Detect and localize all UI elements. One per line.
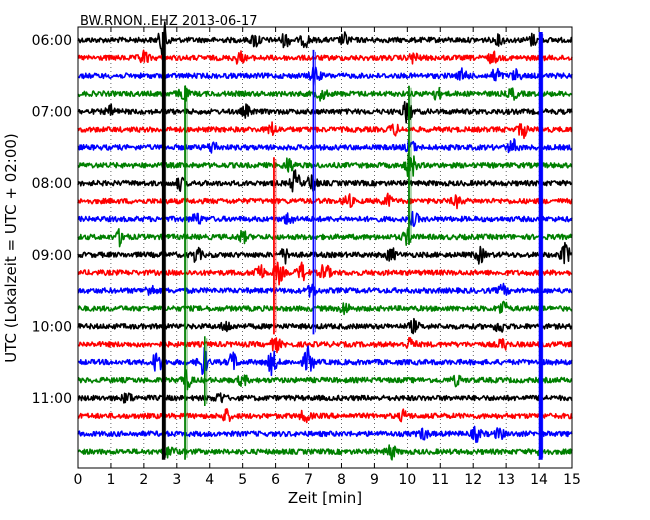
trace-row-09:00 (77, 241, 573, 265)
trace-row-09:30 (77, 282, 573, 298)
x-tick-label: 0 (74, 472, 83, 488)
trace-row-11:30 (77, 425, 573, 444)
x-axis: 0 1 2 3 4 5 6 7 8 9 10 11 12 13 14 15 (74, 27, 581, 488)
x-tick-label: 4 (205, 472, 214, 488)
x-tick-label: 5 (238, 472, 247, 488)
y-axis-label: UTC (Lokalzeit = UTC + 02:00) (2, 133, 20, 363)
trace-row-08:45 (77, 228, 573, 248)
trace-row-10:00 (77, 317, 573, 335)
y-tick-label: 06:00 (32, 33, 72, 49)
vertical-spike-events (161, 32, 544, 460)
trace-row-07:15 (77, 121, 573, 140)
trace-row-08:15 (77, 192, 573, 210)
x-tick-label: 12 (464, 472, 482, 488)
y-tick-label: 10:00 (32, 319, 72, 335)
trace-row-10:45 (77, 369, 573, 391)
trace-row-06:15 (77, 49, 573, 65)
x-tick-label: 2 (139, 472, 148, 488)
trace-row-10:30 (77, 345, 573, 377)
x-tick-label: 8 (337, 472, 346, 488)
trace-row-06:30 (77, 66, 573, 86)
x-tick-label: 1 (106, 472, 115, 488)
trace-row-07:45 (77, 152, 573, 177)
plot-frame (77, 26, 573, 469)
trace-rows (77, 21, 573, 461)
x-axis-label: Zeit [min] (288, 489, 362, 507)
x-tick-label: 7 (304, 472, 313, 488)
trace-row-07:00 (77, 101, 573, 124)
x-tick-label: 11 (431, 472, 449, 488)
chart-title: BW.RNON..EHZ 2013-06-17 (80, 14, 258, 29)
y-axis: 06:00 07:00 08:00 09:00 10:00 11:00 (32, 33, 572, 407)
trace-row-06:00 (77, 21, 573, 58)
x-tick-label: 13 (497, 472, 515, 488)
trace-row-10:15 (77, 336, 573, 354)
x-tick-label: 9 (370, 472, 379, 488)
y-tick-label: 11:00 (32, 391, 72, 407)
trace-row-08:00 (77, 169, 573, 193)
y-tick-label: 07:00 (32, 105, 72, 121)
trace-row-11:45 (77, 444, 573, 461)
x-tick-label: 15 (563, 472, 581, 488)
x-tick-label: 6 (271, 472, 280, 488)
x-tick-label: 10 (398, 472, 416, 488)
trace-row-07:30 (77, 138, 573, 154)
x-tick-label: 3 (172, 472, 181, 488)
trace-row-08:30 (77, 210, 573, 228)
trace-row-09:45 (77, 300, 573, 316)
y-tick-label: 08:00 (32, 176, 72, 192)
x-tick-label: 14 (530, 472, 548, 488)
trace-row-09:15 (77, 261, 573, 286)
trace-row-06:45 (77, 85, 573, 102)
trace-row-11:15 (77, 408, 573, 424)
y-tick-label: 09:00 (32, 248, 72, 264)
trace-row-11:00 (77, 392, 573, 404)
